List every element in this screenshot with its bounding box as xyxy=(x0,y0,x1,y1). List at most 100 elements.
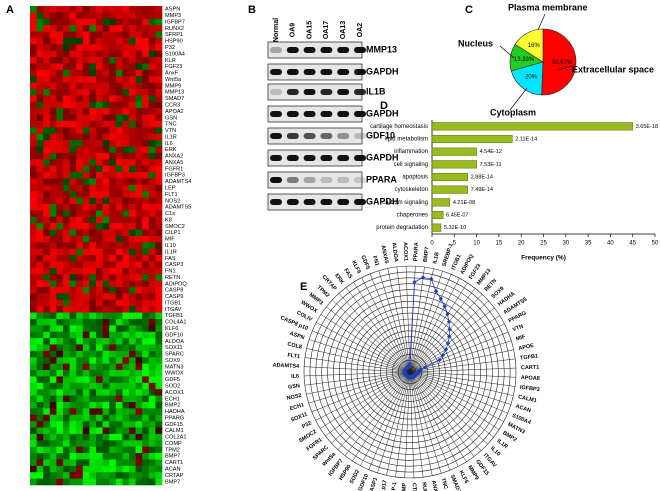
gene-label: FLT1 xyxy=(165,192,178,198)
heatmap-cell xyxy=(76,465,84,473)
gene-label: FAS xyxy=(165,256,176,262)
heatmap-cell xyxy=(148,31,156,39)
heatmap-cell xyxy=(56,82,64,90)
gene-label: IL1R xyxy=(165,249,177,255)
heatmap-cell xyxy=(30,69,37,77)
heatmap-cell xyxy=(129,408,136,416)
heatmap-cell xyxy=(115,421,123,428)
heatmap-cell xyxy=(43,312,51,320)
radar-label: COL8 xyxy=(287,342,303,351)
heatmap-cell xyxy=(96,63,103,71)
heatmap-cell xyxy=(82,184,90,192)
heatmap-cell xyxy=(36,95,44,103)
radar-point xyxy=(445,341,451,346)
heatmap-cell xyxy=(135,280,143,288)
gene-label: SMOC2 xyxy=(165,224,185,230)
gene-label: ADIPOQ xyxy=(165,281,187,287)
heatmap-cell xyxy=(43,261,51,269)
heatmap-cell xyxy=(76,338,84,345)
blot-band xyxy=(303,199,316,205)
bar xyxy=(431,134,513,144)
heatmap-cell xyxy=(155,370,163,377)
heatmap-cell xyxy=(142,95,150,103)
heatmap-cell xyxy=(129,459,136,467)
heatmap-cell xyxy=(102,459,110,467)
heatmap-cell xyxy=(122,376,130,384)
spoke xyxy=(409,307,495,373)
heatmap-cell xyxy=(135,133,143,141)
heatmap-cell xyxy=(63,414,70,422)
heatmap-cell xyxy=(69,248,77,256)
heatmap-cell xyxy=(155,299,163,307)
gene-label: ANXA2 xyxy=(165,154,183,160)
heatmap-cell xyxy=(49,120,57,128)
heatmap-cell xyxy=(96,331,103,339)
heatmap-cell xyxy=(82,235,90,243)
heatmap-cell xyxy=(30,18,37,26)
heatmap-cell xyxy=(96,280,103,288)
heatmap-cell xyxy=(76,472,84,479)
heatmap-cell xyxy=(76,165,84,173)
heatmap-cell xyxy=(102,76,110,83)
heatmap-cell xyxy=(69,357,77,364)
heatmap-cell xyxy=(89,178,97,186)
ring xyxy=(350,312,470,432)
gene-label: RUNX2 xyxy=(165,26,184,32)
heatmap-cell xyxy=(129,255,136,262)
heatmap-cell xyxy=(63,63,70,71)
heatmap-cell xyxy=(56,446,64,454)
heatmap-cell xyxy=(155,44,163,52)
heatmap-cell xyxy=(142,235,150,243)
spoke xyxy=(409,358,516,373)
heatmap-cell xyxy=(135,152,143,160)
gene-label: BMP7 xyxy=(165,479,180,485)
heatmap-cell xyxy=(142,312,150,320)
heatmap-cell xyxy=(69,25,77,32)
blot-band xyxy=(286,133,299,139)
heatmap-cell xyxy=(109,287,117,294)
heatmap-cell xyxy=(63,37,70,45)
heatmap-cell xyxy=(49,210,57,218)
spoke xyxy=(409,371,433,476)
heatmap-cell xyxy=(148,50,156,58)
heatmap-cell xyxy=(122,57,130,64)
heatmap-cell xyxy=(30,478,37,486)
heatmap-cell xyxy=(115,299,123,307)
heatmap-cell xyxy=(49,108,57,115)
heatmap-cell xyxy=(96,140,103,147)
heatmap-cell xyxy=(96,261,103,269)
heatmap-cell xyxy=(36,248,44,256)
heatmap-cell xyxy=(89,433,97,441)
heatmap-cell xyxy=(115,69,123,77)
blot-band xyxy=(270,199,282,205)
heatmap-cell xyxy=(129,261,136,269)
gene-label: SFRP1 xyxy=(165,32,183,38)
heatmap-cell xyxy=(63,57,70,64)
heatmap-cell xyxy=(109,120,117,128)
heatmap-cell xyxy=(142,395,150,403)
heatmap-cell xyxy=(82,120,90,128)
heatmap-cell xyxy=(36,165,44,173)
heatmap-cell xyxy=(30,76,37,83)
heatmap-cell xyxy=(155,184,163,192)
gene-label: ANXA5 xyxy=(165,160,183,166)
heatmap-cell xyxy=(109,255,117,262)
blot-band xyxy=(337,199,350,205)
heatmap-cell xyxy=(89,108,97,115)
heatmap-cell xyxy=(142,414,150,422)
heatmap-cell xyxy=(115,101,123,109)
heatmap-cell xyxy=(135,267,143,275)
heatmap-cell xyxy=(148,242,156,249)
heatmap-cell xyxy=(142,421,150,428)
heatmap-cell xyxy=(89,318,97,326)
heatmap-cell xyxy=(148,433,156,441)
heatmap-cell xyxy=(69,382,77,390)
spoke xyxy=(409,371,516,387)
heatmap-cell xyxy=(142,57,150,64)
heatmap-cell xyxy=(129,472,136,479)
heatmap-cell xyxy=(96,421,103,428)
blot-band xyxy=(286,177,299,183)
heatmap-cell xyxy=(76,223,84,230)
heatmap-cell xyxy=(142,255,150,262)
heatmap-cell xyxy=(155,165,163,173)
